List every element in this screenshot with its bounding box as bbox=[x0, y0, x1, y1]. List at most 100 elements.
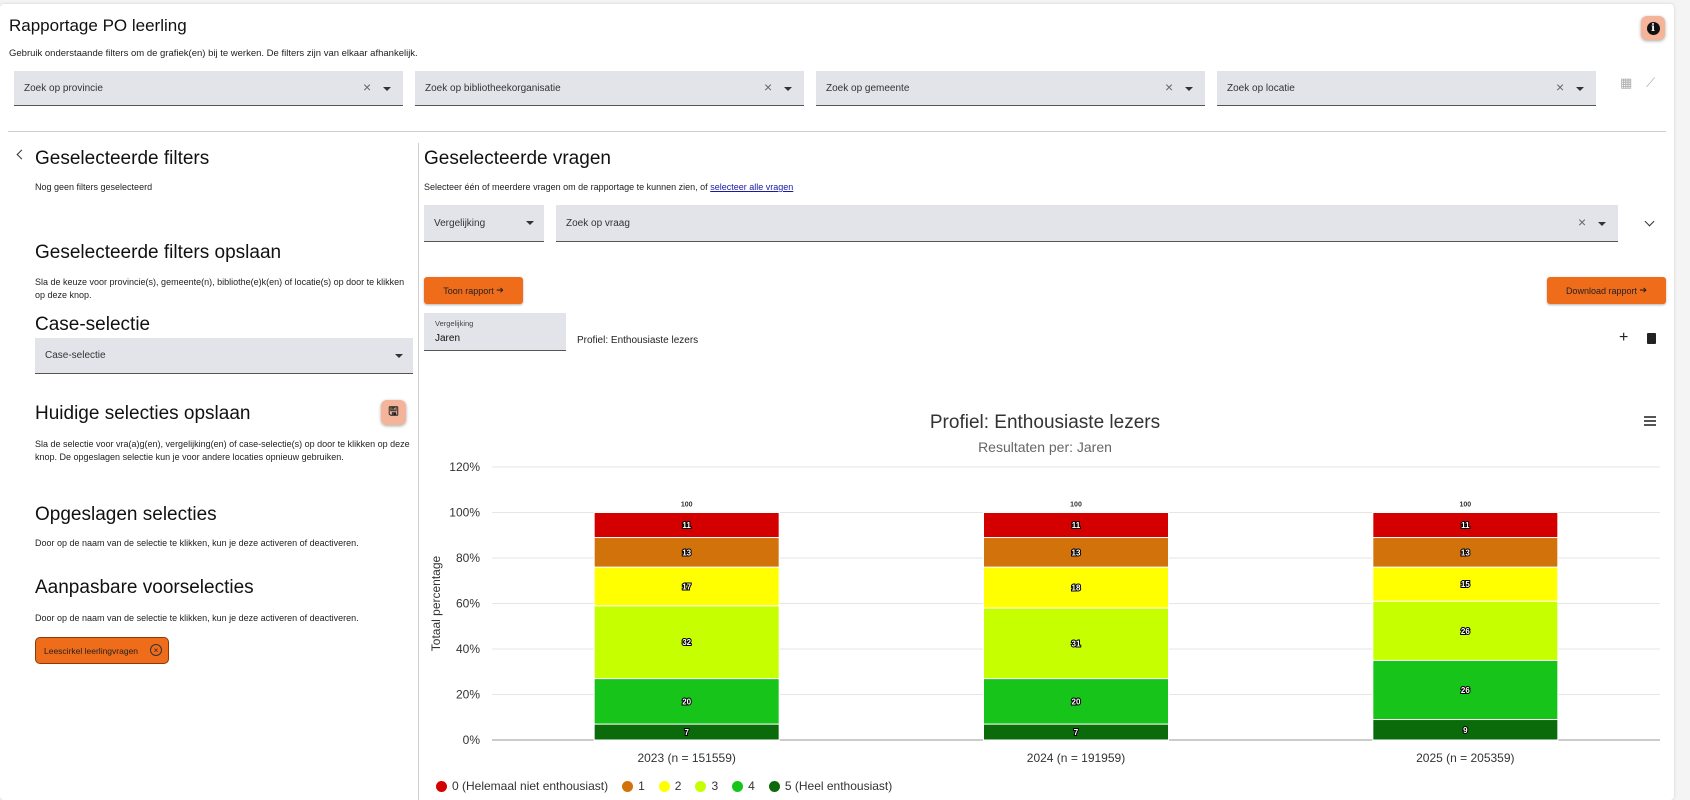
legend-item[interactable]: 1 bbox=[622, 779, 645, 793]
data-label: 20 bbox=[682, 697, 691, 706]
current-selections-title: Huidige selecties opslaan bbox=[35, 403, 251, 424]
location-filter[interactable]: Zoek op locatie × bbox=[1217, 71, 1596, 106]
chevron-down-icon[interactable] bbox=[784, 87, 792, 91]
municipality-filter[interactable]: Zoek op gemeente × bbox=[816, 71, 1205, 106]
data-label: 18 bbox=[1072, 584, 1081, 593]
questions-intro: Selecteer één of meerdere vragen om de r… bbox=[424, 181, 793, 194]
current-selections-text: Sla de selectie voor vra(a)g(en), vergel… bbox=[35, 439, 410, 462]
info-button[interactable]: i bbox=[1641, 16, 1665, 40]
chart-comparison-label: Vergelijking bbox=[435, 319, 474, 328]
save-selection-button[interactable]: 🖫 bbox=[381, 400, 406, 425]
chart-title: Profiel: Enthousiaste lezers bbox=[929, 412, 1161, 433]
bar-segment bbox=[593, 605, 780, 680]
legend-label: 5 (Heel enthousiast) bbox=[784, 779, 893, 793]
chevron-down-icon[interactable] bbox=[395, 354, 403, 358]
legend-swatch bbox=[695, 780, 707, 792]
legend-swatch bbox=[436, 780, 447, 792]
data-label: 7 bbox=[684, 728, 689, 737]
data-label: 31 bbox=[1072, 639, 1081, 648]
legend-label: 4 bbox=[748, 779, 755, 793]
delete-icon[interactable] bbox=[1647, 333, 1656, 344]
question-search[interactable]: Zoek op vraag × bbox=[556, 205, 1618, 242]
y-tick-label: 0% bbox=[463, 733, 481, 747]
legend-item[interactable]: 2 bbox=[658, 779, 682, 793]
bar-segment bbox=[983, 678, 1169, 725]
y-tick-label: 40% bbox=[456, 642, 480, 656]
legend-swatch bbox=[768, 780, 780, 792]
legend-label: 2 bbox=[674, 779, 682, 793]
chart-legend: 0 (Helemaal niet enthousiast) 1 2 3 4 5 (Heel… bbox=[436, 779, 892, 793]
data-label: 11 bbox=[1072, 521, 1081, 530]
total-label: 100 bbox=[1459, 502, 1471, 509]
y-tick-label: 60% bbox=[456, 597, 480, 611]
legend-swatch bbox=[732, 780, 744, 792]
bar-segment bbox=[983, 512, 1169, 539]
bar-segment bbox=[593, 537, 780, 568]
location-filter-placeholder: Zoek op locatie bbox=[1227, 82, 1295, 94]
chevron-down-icon[interactable] bbox=[1576, 87, 1584, 91]
case-selection-placeholder: Case-selectie bbox=[45, 350, 106, 361]
data-label: 15 bbox=[1461, 580, 1470, 589]
arrow-right-icon: ➔ bbox=[496, 285, 504, 295]
selected-questions-title: Geselecteerde vragen bbox=[424, 148, 611, 169]
select-all-questions-link[interactable]: selecteer alle vragen bbox=[710, 182, 794, 192]
legend-label: 0 (Helemaal niet enthousiast) bbox=[452, 779, 609, 793]
data-label: 26 bbox=[1461, 627, 1470, 636]
chart-menu-icon[interactable] bbox=[1644, 416, 1656, 428]
bar-segment bbox=[983, 537, 1169, 568]
saved-selections-title: Opgeslagen selecties bbox=[35, 504, 217, 525]
chevron-down-icon[interactable] bbox=[383, 87, 391, 91]
library-organisation-filter-placeholder: Zoek op bibliotheekorganisatie bbox=[425, 82, 561, 94]
download-report-button[interactable]: Download rapport ➔ bbox=[1547, 277, 1666, 304]
library-organisation-filter[interactable]: Zoek op bibliotheekorganisatie × bbox=[415, 71, 804, 106]
chevron-down-icon[interactable] bbox=[1185, 87, 1193, 91]
data-label: 13 bbox=[682, 548, 691, 557]
x-tick-label: 2024 (n = 191959) bbox=[1027, 751, 1125, 765]
legend-item[interactable]: 4 bbox=[732, 779, 755, 793]
comparison-select[interactable]: Vergelijking bbox=[424, 205, 544, 242]
bar-segment bbox=[1372, 566, 1559, 602]
data-label: 9 bbox=[1463, 726, 1468, 735]
comparison-select-value: Vergelijking bbox=[434, 217, 486, 229]
show-report-button[interactable]: Toon rapport ➔ bbox=[424, 277, 523, 304]
legend-label: 1 bbox=[638, 779, 645, 793]
add-icon[interactable]: + bbox=[1619, 329, 1629, 346]
page-title: Rapportage PO leerling bbox=[9, 16, 187, 35]
bar-segment bbox=[983, 566, 1169, 609]
chart-comparison-value: Jaren bbox=[435, 333, 461, 344]
legend-item[interactable]: 0 (Helemaal niet enthousiast) bbox=[436, 779, 608, 793]
selected-filters-title: Geselecteerde filters bbox=[35, 148, 210, 169]
questions-intro-text: Selecteer één of meerdere vragen om de r… bbox=[424, 182, 708, 192]
chevron-down-icon[interactable] bbox=[526, 221, 534, 225]
line-chart-icon[interactable]: ⟋ bbox=[1646, 75, 1656, 90]
province-filter[interactable]: Zoek op provincie × bbox=[14, 71, 403, 106]
x-tick-label: 2023 (n = 151559) bbox=[637, 751, 735, 765]
y-tick-label: 120% bbox=[449, 460, 480, 474]
show-report-label: Toon rapport bbox=[443, 285, 494, 296]
legend-item[interactable]: 5 (Heel enthousiast) bbox=[768, 779, 893, 793]
case-selection-title: Case-selectie bbox=[35, 314, 151, 335]
chart-comparison-select[interactable]: Vergelijking Jaren bbox=[424, 313, 566, 351]
clear-icon[interactable]: × bbox=[1165, 79, 1174, 95]
total-label: 100 bbox=[681, 502, 693, 509]
case-selection-select[interactable]: Case-selectie bbox=[35, 338, 413, 374]
clear-icon[interactable]: × bbox=[363, 79, 372, 95]
bar-segment bbox=[983, 607, 1169, 680]
chart-subtitle: Resultaten per: Jaren bbox=[978, 439, 1112, 455]
bar-segment bbox=[593, 678, 780, 725]
legend-item[interactable]: 3 bbox=[695, 779, 718, 793]
bar-segment bbox=[1372, 512, 1559, 539]
chevron-down-icon[interactable] bbox=[1598, 222, 1606, 226]
data-label: 7 bbox=[1074, 728, 1079, 737]
save-filters-text: Sla de keuze voor provincie(s), gemeente… bbox=[35, 277, 405, 300]
clear-icon[interactable]: × bbox=[764, 79, 773, 95]
data-label: 32 bbox=[682, 638, 691, 647]
close-icon[interactable]: × bbox=[150, 644, 162, 656]
clear-icon[interactable]: × bbox=[1578, 214, 1587, 230]
pdf-icon[interactable]: ▦ bbox=[1620, 75, 1633, 90]
clear-icon[interactable]: × bbox=[1556, 79, 1565, 95]
data-label: 11 bbox=[1461, 521, 1470, 530]
preset-chip[interactable]: Leescirkel leerlingvragen × bbox=[35, 637, 169, 664]
selected-filters-text: Nog geen filters geselecteerd bbox=[35, 182, 153, 192]
preset-chip-label: Leescirkel leerlingvragen bbox=[44, 645, 139, 656]
